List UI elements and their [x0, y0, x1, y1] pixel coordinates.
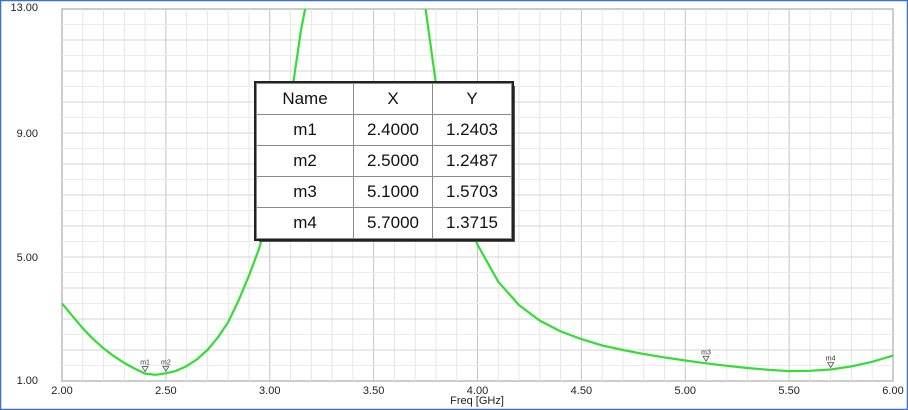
marker-label: m3 [701, 349, 711, 356]
marker-triangle-icon [162, 365, 170, 373]
marker-label: m2 [161, 359, 171, 366]
marker-name-cell: m1 [256, 114, 354, 146]
y-tick-label: 1.00 [17, 375, 38, 387]
x-axis-title: Freq [GHz] [450, 395, 504, 407]
marker-table: Name X Y m1 2.4000 1.2403 m2 2.5000 1.24… [254, 81, 514, 241]
y-tick-label: 13.00 [10, 2, 38, 14]
marker-table-row: m1 2.4000 1.2403 [256, 114, 512, 146]
x-tick-label: 6.00 [882, 385, 903, 397]
header-y: Y [432, 83, 512, 115]
marker-triangle-icon [141, 366, 149, 373]
marker-m3[interactable]: m3 [701, 349, 711, 363]
marker-name-cell: m4 [256, 207, 354, 239]
x-tick-label: 2.00 [51, 385, 72, 397]
x-tick-labels: 2.00 2.50 3.00 3.50 4.00 4.50 5.00 5.50 6.00 [51, 385, 903, 397]
marker-triangle-icon [702, 355, 710, 363]
marker-m2[interactable]: m2 [161, 359, 171, 373]
header-x: X [353, 83, 433, 115]
marker-m4[interactable]: m4 [826, 355, 836, 369]
marker-x-cell: 5.7000 [353, 207, 433, 239]
header-name: Name [256, 83, 354, 115]
marker-table-header-row: Name X Y [256, 83, 512, 115]
marker-x-cell: 2.5000 [353, 145, 433, 177]
y-tick-labels: 1.00 5.00 9.00 13.00 [10, 2, 38, 387]
x-tick-label: 4.50 [571, 385, 592, 397]
marker-name-cell: m2 [256, 145, 354, 177]
x-tick-label: 5.50 [778, 385, 799, 397]
marker-label: m1 [140, 360, 150, 367]
marker-label: m4 [826, 355, 836, 362]
marker-y-cell: 1.5703 [432, 176, 512, 208]
marker-name-cell: m3 [256, 176, 354, 208]
marker-table-row: m2 2.5000 1.2487 [256, 145, 512, 177]
marker-table-row: m3 5.1000 1.5703 [256, 176, 512, 208]
marker-y-cell: 1.2487 [432, 145, 512, 177]
x-tick-label: 3.00 [259, 385, 280, 397]
y-tick-label: 9.00 [17, 128, 38, 140]
x-tick-label: 3.50 [363, 385, 384, 397]
marker-x-cell: 5.1000 [353, 176, 433, 208]
x-tick-label: 4.00 [467, 385, 488, 397]
marker-m1[interactable]: m1 [140, 360, 150, 373]
x-tick-label: 5.00 [675, 385, 696, 397]
marker-triangle-icon [826, 362, 835, 369]
marker-layer: m1 m2 m3 m4 [140, 349, 836, 373]
marker-table-row: m4 5.7000 1.3715 [256, 207, 512, 239]
marker-y-cell: 1.3715 [432, 207, 512, 239]
marker-y-cell: 1.2403 [432, 114, 512, 146]
marker-x-cell: 2.4000 [353, 114, 433, 146]
y-tick-label: 5.00 [17, 252, 38, 264]
x-tick-label: 2.50 [155, 385, 176, 397]
